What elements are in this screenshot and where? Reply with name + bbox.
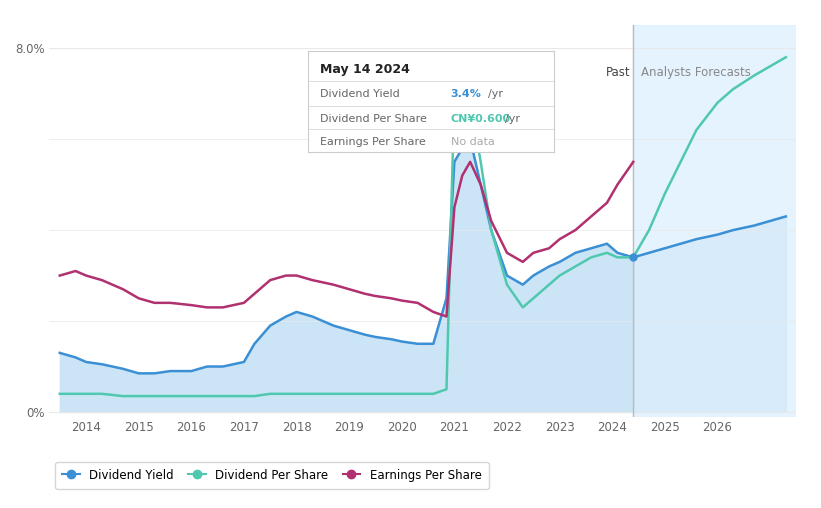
Legend: Dividend Yield, Dividend Per Share, Earnings Per Share: Dividend Yield, Dividend Per Share, Earn… — [55, 462, 488, 489]
Text: Past: Past — [606, 67, 631, 79]
Text: /yr: /yr — [488, 89, 502, 100]
Text: 3.4%: 3.4% — [451, 89, 482, 100]
Text: Earnings Per Share: Earnings Per Share — [320, 137, 426, 147]
Text: Dividend Per Share: Dividend Per Share — [320, 114, 427, 124]
Text: May 14 2024: May 14 2024 — [320, 63, 410, 76]
Text: /yr: /yr — [505, 114, 520, 124]
Text: Analysts Forecasts: Analysts Forecasts — [641, 67, 751, 79]
Text: No data: No data — [451, 137, 494, 147]
Bar — [633, 25, 796, 417]
Text: CN¥0.600: CN¥0.600 — [451, 114, 511, 124]
Text: Dividend Yield: Dividend Yield — [320, 89, 400, 100]
